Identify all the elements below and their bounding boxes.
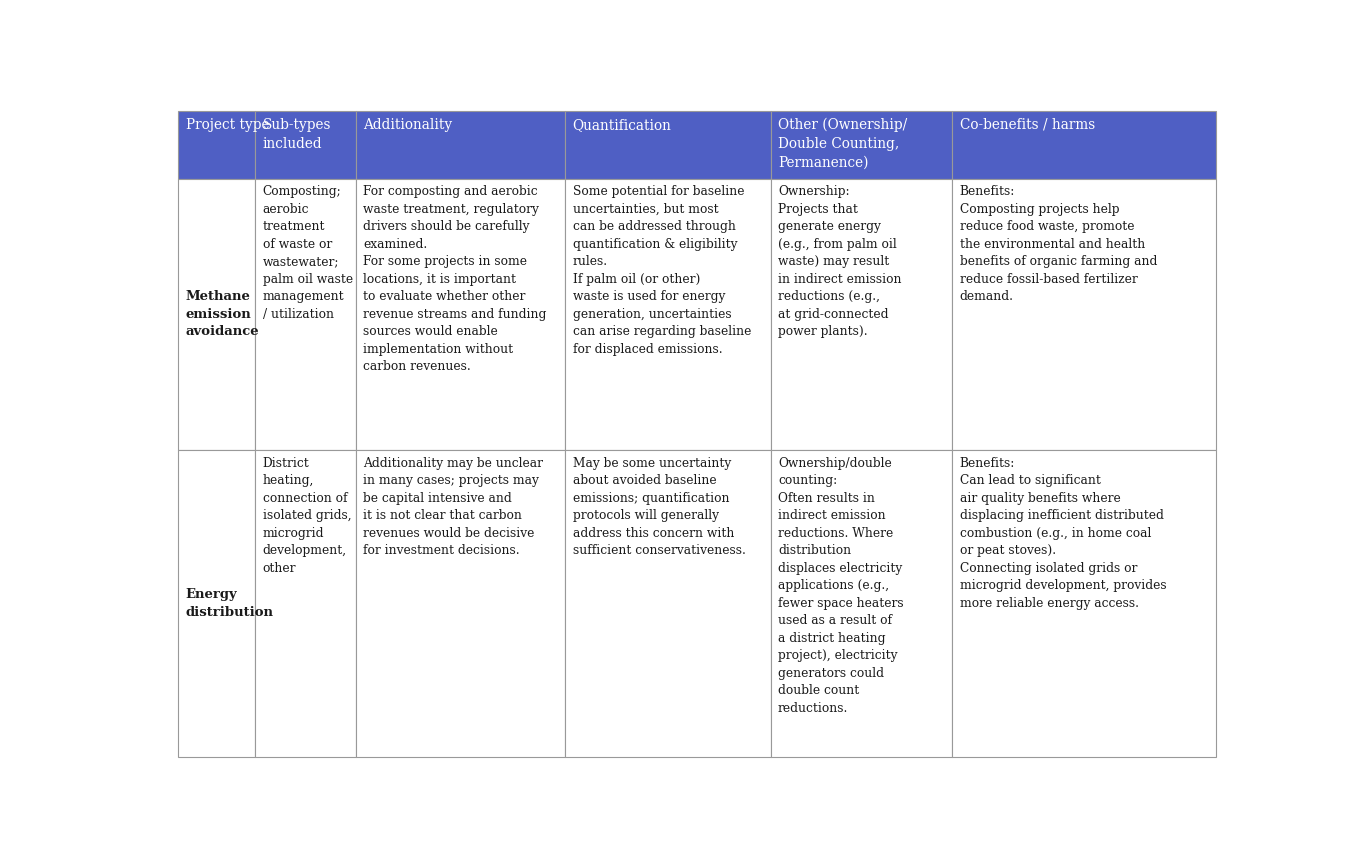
Bar: [178, 179, 256, 450]
Bar: [256, 111, 356, 179]
Bar: [952, 111, 1216, 179]
Text: Benefits:
Composting projects help
reduce food waste, promote
the environmental : Benefits: Composting projects help reduc…: [960, 186, 1157, 303]
Bar: [771, 111, 952, 179]
Text: District
heating,
connection of
isolated grids,
microgrid
development,
other: District heating, connection of isolated…: [262, 456, 351, 575]
Bar: [566, 450, 771, 757]
Bar: [952, 450, 1216, 757]
Text: Composting;
aerobic
treatment
of waste or
wastewater;
palm oil waste
management
: Composting; aerobic treatment of waste o…: [262, 186, 352, 321]
Text: Benefits:
Can lead to significant
air quality benefits where
displacing ineffici: Benefits: Can lead to significant air qu…: [960, 456, 1166, 610]
Bar: [566, 111, 771, 179]
Bar: [256, 179, 356, 450]
Text: Quantification: Quantification: [573, 118, 672, 131]
Text: Sub-types
included: Sub-types included: [262, 118, 330, 150]
Bar: [356, 111, 566, 179]
Text: Methane
emission
avoidance: Methane emission avoidance: [186, 290, 260, 338]
Bar: [952, 179, 1216, 450]
Text: Additionality: Additionality: [363, 118, 453, 131]
Text: Project type: Project type: [186, 118, 269, 131]
Bar: [178, 111, 256, 179]
Text: Some potential for baseline
uncertainties, but most
can be addressed through
qua: Some potential for baseline uncertaintie…: [573, 186, 751, 356]
Text: Ownership/double
counting:
Often results in
indirect emission
reductions. Where
: Ownership/double counting: Often results…: [778, 456, 903, 715]
Bar: [178, 450, 256, 757]
Bar: [771, 450, 952, 757]
Text: May be some uncertainty
about avoided baseline
emissions; quantification
protoco: May be some uncertainty about avoided ba…: [573, 456, 745, 557]
Text: Energy
distribution: Energy distribution: [186, 588, 273, 618]
Text: Additionality may be unclear
in many cases; projects may
be capital intensive an: Additionality may be unclear in many cas…: [363, 456, 543, 557]
Bar: [356, 179, 566, 450]
Bar: [771, 179, 952, 450]
Bar: [566, 179, 771, 450]
Bar: [256, 450, 356, 757]
Text: Other (Ownership/
Double Counting,
Permanence): Other (Ownership/ Double Counting, Perma…: [778, 118, 907, 170]
Text: For composting and aerobic
waste treatment, regulatory
drivers should be careful: For composting and aerobic waste treatme…: [363, 186, 547, 374]
Text: Co-benefits / harms: Co-benefits / harms: [960, 118, 1095, 131]
Bar: [356, 450, 566, 757]
Text: Ownership:
Projects that
generate energy
(e.g., from palm oil
waste) may result
: Ownership: Projects that generate energy…: [778, 186, 902, 338]
